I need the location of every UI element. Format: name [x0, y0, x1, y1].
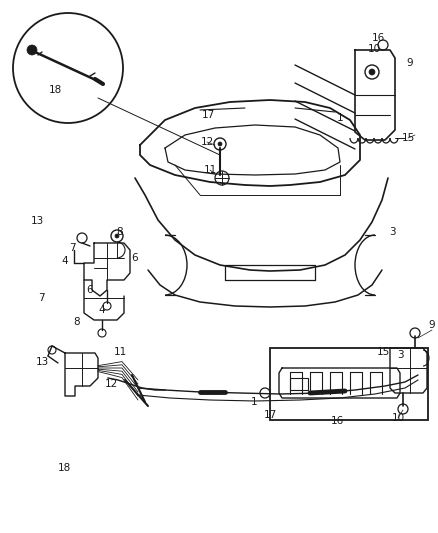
Text: 17: 17 [201, 110, 215, 119]
Text: 1: 1 [251, 398, 258, 407]
Text: 6: 6 [132, 253, 138, 263]
Text: 13: 13 [31, 216, 44, 226]
Text: 17: 17 [263, 410, 277, 420]
Text: 8: 8 [117, 227, 124, 237]
Text: 15: 15 [401, 133, 415, 143]
Text: 16: 16 [331, 416, 344, 426]
Text: 11: 11 [203, 165, 217, 175]
Text: 11: 11 [114, 347, 127, 357]
Text: 3: 3 [389, 227, 396, 237]
Circle shape [218, 142, 222, 146]
Text: 12: 12 [200, 137, 214, 147]
Circle shape [369, 69, 375, 75]
Text: 9: 9 [406, 58, 413, 68]
Text: 18: 18 [48, 85, 62, 95]
Text: 7: 7 [69, 243, 75, 253]
Circle shape [115, 234, 119, 238]
Text: 9: 9 [429, 320, 435, 330]
Text: 15: 15 [377, 347, 390, 357]
Text: 4: 4 [61, 256, 68, 266]
Text: 3: 3 [397, 350, 403, 360]
Text: 13: 13 [35, 357, 49, 367]
Text: 10: 10 [392, 413, 405, 423]
Text: 6: 6 [86, 286, 93, 295]
Text: 8: 8 [73, 318, 80, 327]
Text: 7: 7 [38, 294, 45, 303]
Text: 12: 12 [105, 379, 118, 389]
Text: 4: 4 [99, 305, 105, 315]
Text: 10: 10 [368, 44, 381, 54]
Text: 16: 16 [371, 33, 385, 43]
Text: 18: 18 [58, 463, 71, 473]
Bar [270, 348, 428, 420]
Bar [290, 378, 308, 390]
Circle shape [27, 45, 37, 55]
Text: 1: 1 [337, 113, 343, 123]
